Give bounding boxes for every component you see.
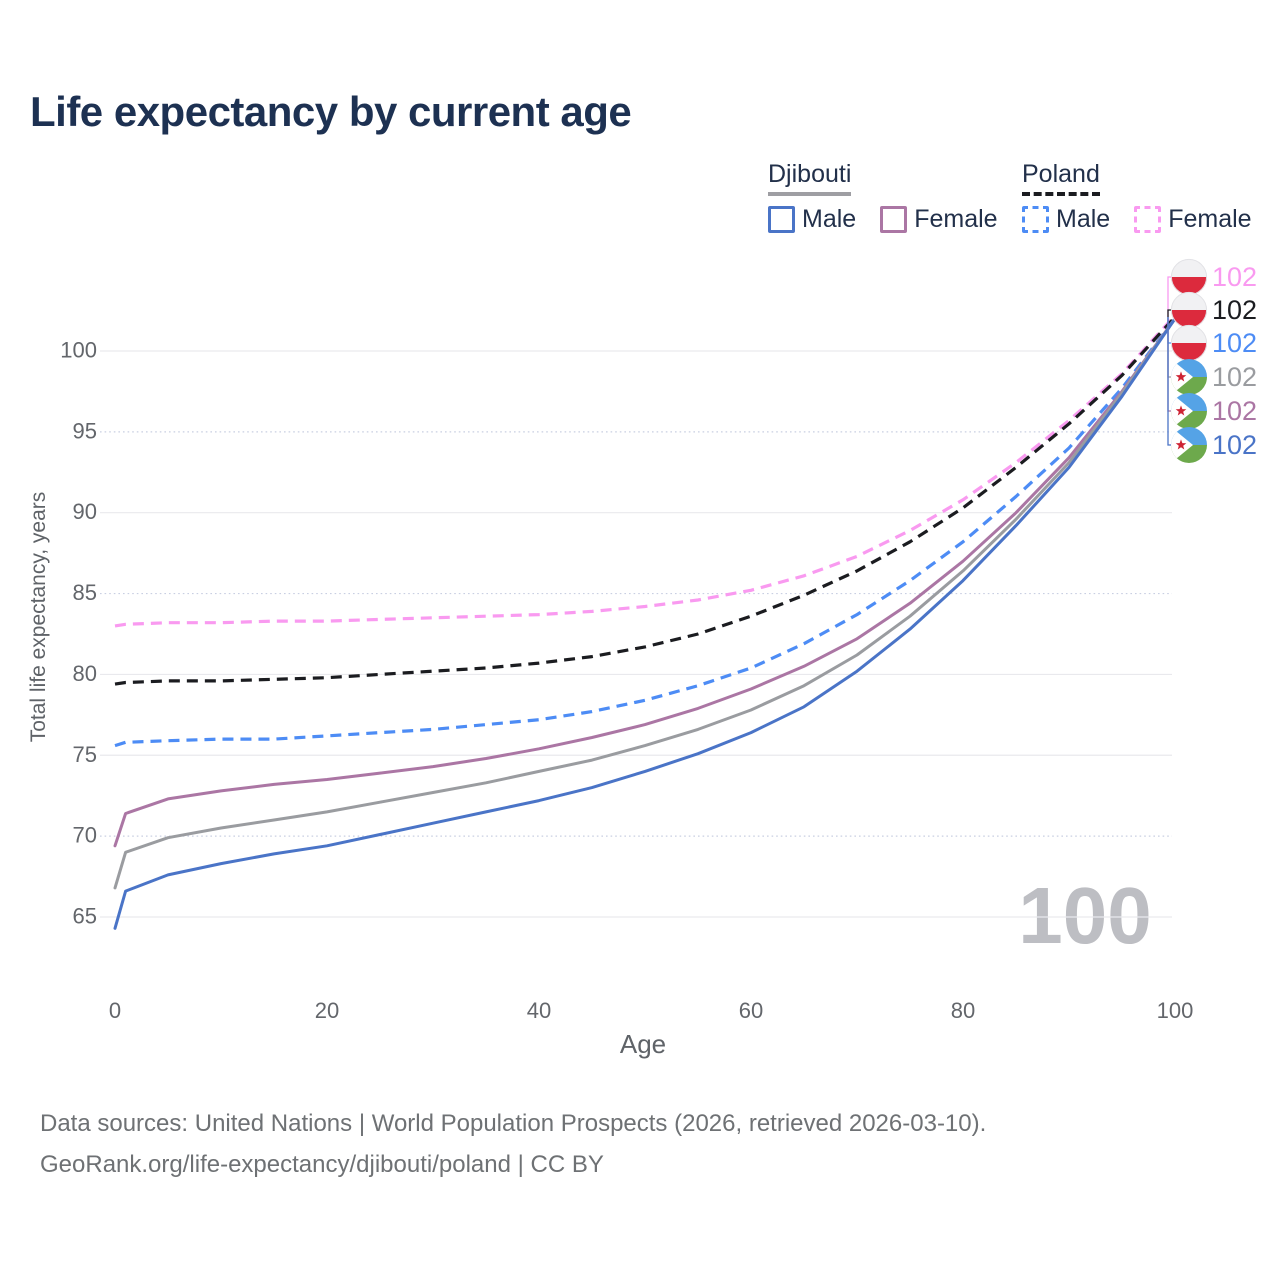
djibouti-flag-icon [1171,359,1207,395]
legend-country-djibouti[interactable]: Djibouti [768,160,852,196]
data-sources: Data sources: United Nations | World Pop… [40,1103,986,1185]
x-axis-title: Age [620,1029,666,1059]
poland-flag-icon [1170,291,1208,329]
leader-line [1167,276,1171,317]
x-tick-100: 100 [1157,998,1194,1023]
legend-item-djibouti-female[interactable]: Female [880,205,998,234]
y-tick-90: 90 [73,499,97,524]
legend-items-djibouti: Male Female [768,205,998,234]
series-line-poland-total[interactable] [114,315,1177,686]
data-sources-line1: Data sources: United Nations | World Pop… [40,1110,987,1137]
y-tick-80: 80 [73,661,97,686]
legend-item-djibouti-male[interactable]: Male [768,205,856,234]
x-tick-40: 40 [527,998,551,1023]
series-line-djibouti-male[interactable] [113,317,1177,930]
x-tick-20: 20 [315,998,339,1023]
y-tick-95: 95 [73,418,97,443]
djibouti-flag-icon [1171,427,1207,463]
x-tick-0: 0 [109,998,121,1023]
legend-item-label: Female [1168,205,1252,233]
legend-item-poland-female[interactable]: Female [1134,205,1252,234]
legend-country-poland[interactable]: Poland [1022,160,1100,196]
end-value-label: 102 [1212,362,1257,392]
y-tick-70: 70 [73,823,97,848]
page-title: Life expectancy by current age [30,88,632,135]
end-value-label: 102 [1212,328,1257,358]
legend-item-poland-male[interactable]: Male [1022,205,1110,234]
x-tick-80: 80 [951,998,975,1023]
series-line-djibouti-total[interactable] [113,317,1177,890]
djibouti-flag-icon [1171,393,1207,429]
data-sources-line2: GeoRank.org/life-expectancy/djibouti/pol… [40,1151,604,1178]
djibouti-female-swatch-icon [880,206,908,233]
poland-flag-icon [1170,258,1208,296]
legend-items-poland: Male Female [1022,205,1252,234]
poland-female-swatch-icon [1134,206,1162,233]
poland-flag-icon [1170,324,1208,362]
legend-item-label: Male [802,205,857,233]
y-axis-title: Total life expectancy, years [27,492,50,743]
end-value-label: 102 [1212,430,1257,460]
end-value-label: 102 [1212,262,1257,292]
y-tick-75: 75 [73,742,97,767]
end-value-label: 102 [1212,295,1257,325]
y-tick-85: 85 [73,580,97,605]
leader-line [1167,309,1171,317]
hover-age-watermark: 100 [1018,871,1151,960]
legend-item-label: Male [1056,205,1111,233]
legend-item-label: Female [914,205,998,233]
djibouti-male-swatch-icon [768,206,795,233]
poland-male-swatch-icon [1022,206,1049,233]
legend-group-djibouti: Djibouti Male Female [768,160,998,234]
end-value-label: 102 [1212,396,1257,426]
series-line-djibouti-female[interactable] [113,317,1177,848]
legend-group-poland: Poland Male Female [1022,160,1252,234]
leader-line [1167,317,1171,446]
series-line-poland-female[interactable] [114,314,1177,628]
series-line-poland-male[interactable] [114,317,1177,748]
x-tick-60: 60 [739,998,763,1023]
y-tick-65: 65 [73,903,97,928]
y-tick-100: 100 [60,338,97,363]
